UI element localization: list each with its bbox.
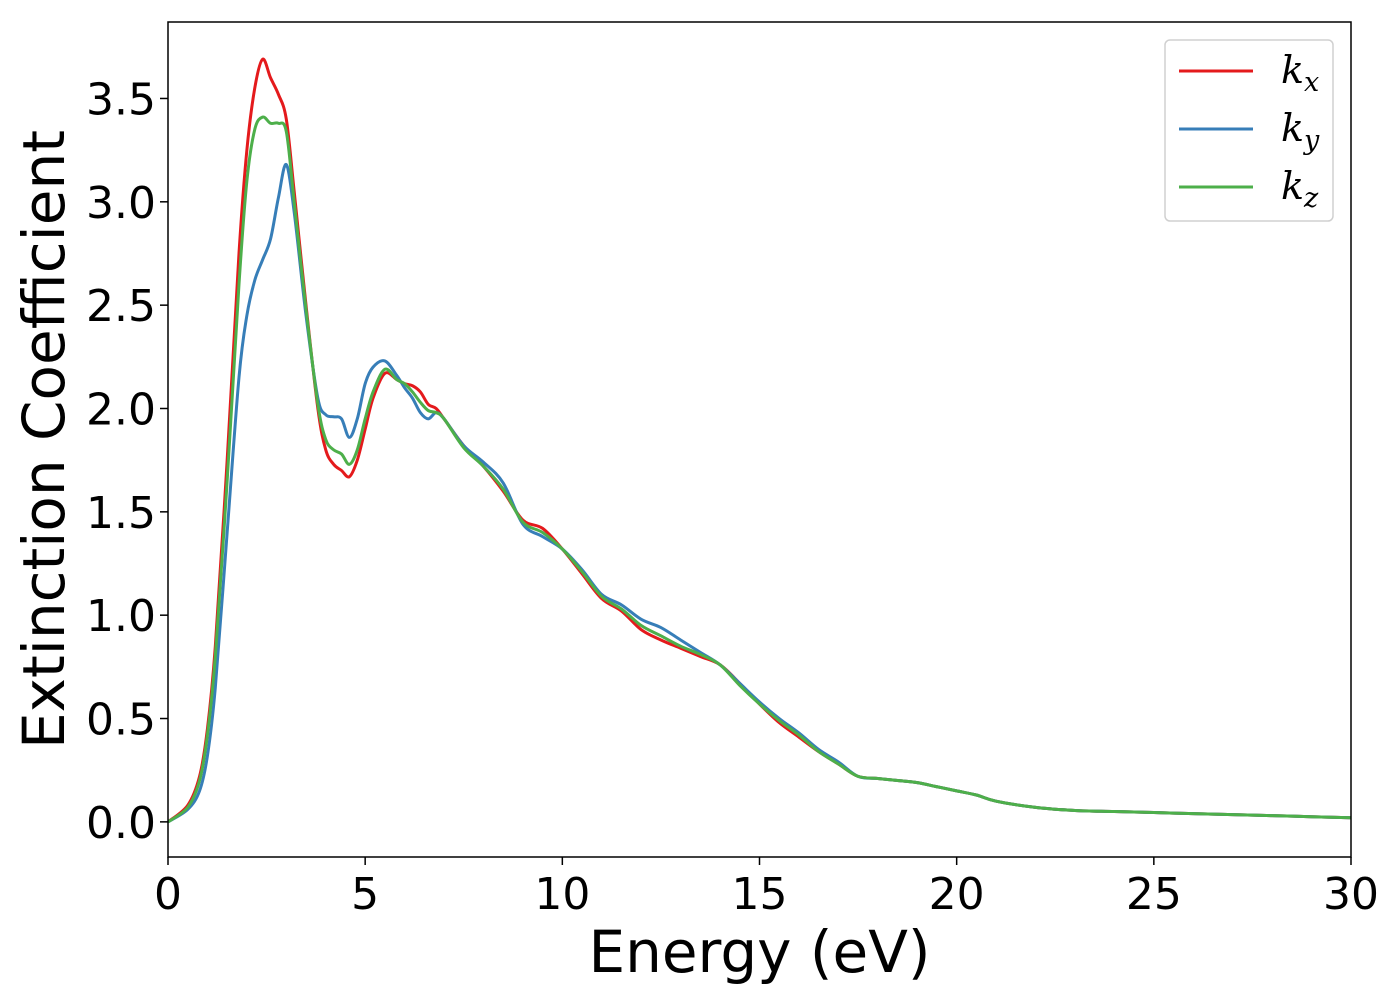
x-axis: 0 5 10 15 20 25 30 [154,857,1379,920]
y-tick-label: 3.5 [86,74,156,125]
legend-label: ky [1281,106,1320,156]
x-tick-label: 20 [929,869,985,920]
x-tick-label: 10 [534,869,590,920]
x-tick-label: 0 [154,869,182,920]
series-line-ky [168,163,1351,824]
legend: kx ky kz [1164,39,1334,222]
y-axis: 0.0 0.5 1.0 1.5 2.0 2.5 3.0 3.5 [86,74,168,849]
y-tick-label: 2.5 [86,281,156,332]
x-tick-label: 5 [351,869,379,920]
y-tick-label: 0.5 [86,695,156,746]
series-line-kz [168,115,1351,824]
y-tick-label: 1.0 [86,591,156,642]
legend-label: kx [1281,48,1319,98]
y-tick-label: 0.0 [86,798,156,849]
y-tick-label: 1.5 [86,488,156,539]
x-tick-label: 25 [1126,869,1182,920]
x-tick-label: 15 [732,869,788,920]
legend-label: kz [1281,164,1319,214]
y-axis-label: Extinction Coefficient [10,130,78,749]
x-tick-label: 30 [1323,869,1379,920]
y-tick-label: 2.0 [86,384,156,435]
plot-lines [168,57,1351,824]
x-axis-label: Energy (eV) [588,918,930,986]
y-tick-label: 3.0 [86,178,156,229]
